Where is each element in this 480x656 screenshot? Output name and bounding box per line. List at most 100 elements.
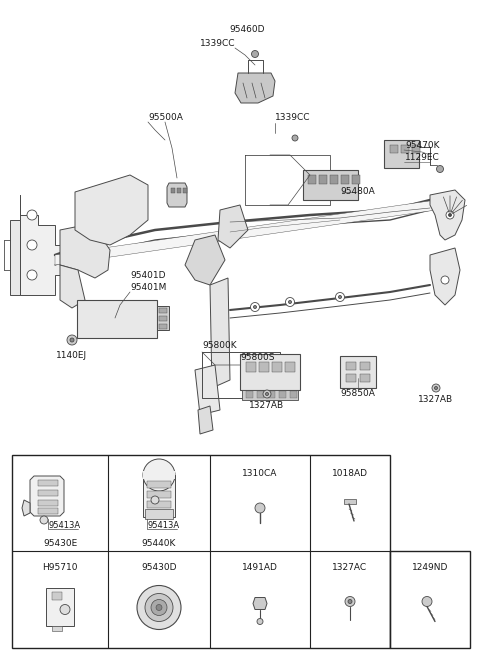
Circle shape <box>263 390 271 398</box>
Bar <box>346 374 356 382</box>
Polygon shape <box>195 365 220 415</box>
Bar <box>240 354 300 390</box>
Circle shape <box>251 302 260 312</box>
Circle shape <box>252 51 259 58</box>
Bar <box>390 145 398 153</box>
Text: 1327AB: 1327AB <box>250 401 285 411</box>
Bar <box>319 175 327 184</box>
Bar <box>412 145 420 153</box>
Circle shape <box>70 338 74 342</box>
Circle shape <box>422 596 432 607</box>
Circle shape <box>255 503 265 513</box>
Text: 95401M: 95401M <box>130 283 167 291</box>
Bar <box>285 362 295 372</box>
Bar <box>52 592 62 600</box>
Bar <box>257 391 264 398</box>
Text: 1327AB: 1327AB <box>419 396 454 405</box>
Circle shape <box>286 298 295 306</box>
Bar <box>145 509 173 519</box>
Bar <box>38 480 58 486</box>
Text: 1018AD: 1018AD <box>332 468 368 478</box>
Circle shape <box>292 135 298 141</box>
Bar <box>390 551 470 648</box>
Bar <box>242 390 298 400</box>
Bar <box>341 175 349 184</box>
Bar <box>330 175 338 184</box>
Text: 1327AC: 1327AC <box>333 562 368 571</box>
Bar <box>268 391 275 398</box>
Bar <box>360 374 370 382</box>
Circle shape <box>151 600 167 615</box>
Polygon shape <box>55 198 450 265</box>
Text: 95440K: 95440K <box>142 539 176 548</box>
Polygon shape <box>185 235 225 285</box>
Bar <box>38 490 58 496</box>
Circle shape <box>446 211 454 219</box>
Circle shape <box>60 604 70 615</box>
Bar <box>290 391 297 398</box>
Bar <box>259 362 269 372</box>
Polygon shape <box>235 73 275 103</box>
Circle shape <box>145 594 173 621</box>
Polygon shape <box>253 598 267 609</box>
Bar <box>157 306 169 330</box>
Circle shape <box>67 335 77 345</box>
Text: 95480A: 95480A <box>340 188 375 197</box>
Text: 95460D: 95460D <box>229 26 265 35</box>
Bar <box>77 300 157 338</box>
Text: 95430D: 95430D <box>141 562 177 571</box>
Bar <box>183 188 187 193</box>
Circle shape <box>257 619 263 625</box>
Bar <box>12 455 390 648</box>
Text: 1339CC: 1339CC <box>275 113 311 123</box>
Polygon shape <box>430 248 460 305</box>
Polygon shape <box>143 475 175 517</box>
Polygon shape <box>198 406 213 434</box>
Bar <box>159 324 167 329</box>
Bar <box>246 391 253 398</box>
Polygon shape <box>210 278 230 388</box>
Circle shape <box>143 459 175 491</box>
Bar <box>147 481 171 488</box>
Circle shape <box>27 270 37 280</box>
Bar <box>38 500 58 506</box>
Polygon shape <box>430 190 465 240</box>
Circle shape <box>345 596 355 607</box>
Bar <box>279 391 286 398</box>
Text: 95430E: 95430E <box>43 539 77 548</box>
Polygon shape <box>22 500 30 516</box>
Polygon shape <box>60 265 85 308</box>
Text: 95413A: 95413A <box>148 520 180 529</box>
Text: 95470K: 95470K <box>405 142 440 150</box>
Bar <box>401 145 409 153</box>
Circle shape <box>27 210 37 220</box>
Text: 95800K: 95800K <box>202 342 237 350</box>
Circle shape <box>432 384 440 392</box>
Bar <box>346 362 356 370</box>
Polygon shape <box>218 205 248 248</box>
Bar <box>272 362 282 372</box>
Text: 1140EJ: 1140EJ <box>57 350 87 359</box>
Bar <box>360 362 370 370</box>
Bar <box>147 491 171 498</box>
Bar <box>384 140 419 168</box>
Bar <box>308 175 316 184</box>
Bar <box>159 316 167 321</box>
Circle shape <box>156 604 162 611</box>
Text: 1339CC: 1339CC <box>200 39 236 49</box>
Bar <box>38 508 58 514</box>
Text: H95710: H95710 <box>42 562 78 571</box>
Polygon shape <box>75 175 148 245</box>
Text: 95401D: 95401D <box>130 270 166 279</box>
Text: 95413A: 95413A <box>49 520 81 529</box>
Bar <box>352 175 360 184</box>
Bar <box>246 362 256 372</box>
Bar <box>52 626 62 630</box>
Bar <box>177 188 181 193</box>
Bar <box>159 308 167 313</box>
Circle shape <box>27 240 37 250</box>
Polygon shape <box>20 195 68 295</box>
Circle shape <box>288 300 291 304</box>
Text: 1310CA: 1310CA <box>242 468 278 478</box>
Bar <box>143 471 175 479</box>
